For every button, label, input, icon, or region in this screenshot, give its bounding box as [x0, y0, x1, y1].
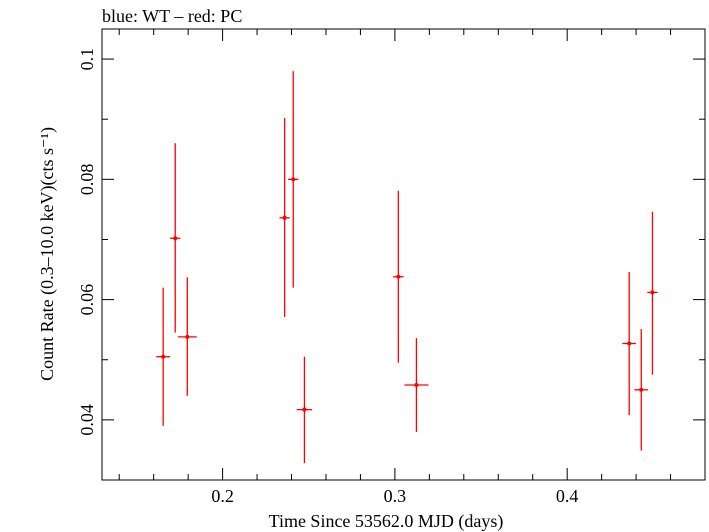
y-tick-label: 0.06 — [77, 284, 97, 316]
data-point-marker — [627, 341, 632, 346]
x-tick-label: 0.4 — [556, 486, 579, 506]
data-points — [156, 71, 658, 464]
data-point-marker — [282, 215, 287, 220]
chart-title: blue: WT – red: PC — [102, 6, 242, 26]
data-point-marker — [185, 334, 190, 339]
x-axis-tick-labels: 0.2 0.3 0.4 — [211, 486, 578, 506]
y-tick-label: 0.1 — [77, 48, 97, 71]
y-axis-ticks — [102, 58, 705, 481]
data-point-marker — [414, 382, 419, 387]
y-tick-label: 0.04 — [77, 404, 97, 436]
data-point-marker — [650, 290, 655, 295]
x-tick-label: 0.2 — [211, 486, 234, 506]
data-point-marker — [291, 177, 296, 182]
data-point-marker — [639, 387, 644, 392]
data-point-marker — [161, 354, 166, 359]
data-point-marker — [302, 407, 307, 412]
y-axis-tick-labels: 0.04 0.06 0.08 0.1 — [77, 48, 97, 436]
data-point-marker — [173, 236, 178, 241]
y-axis-title: Count Rate (0.3–10.0 keV)(cts s⁻¹) — [37, 127, 58, 381]
x-tick-label: 0.3 — [384, 486, 407, 506]
y-tick-label: 0.08 — [77, 164, 97, 196]
data-point-marker — [396, 274, 401, 279]
x-axis-title: Time Since 53562.0 MJD (days) — [269, 511, 504, 532]
plot-frame — [101, 28, 706, 481]
x-axis-ticks — [118, 29, 706, 480]
